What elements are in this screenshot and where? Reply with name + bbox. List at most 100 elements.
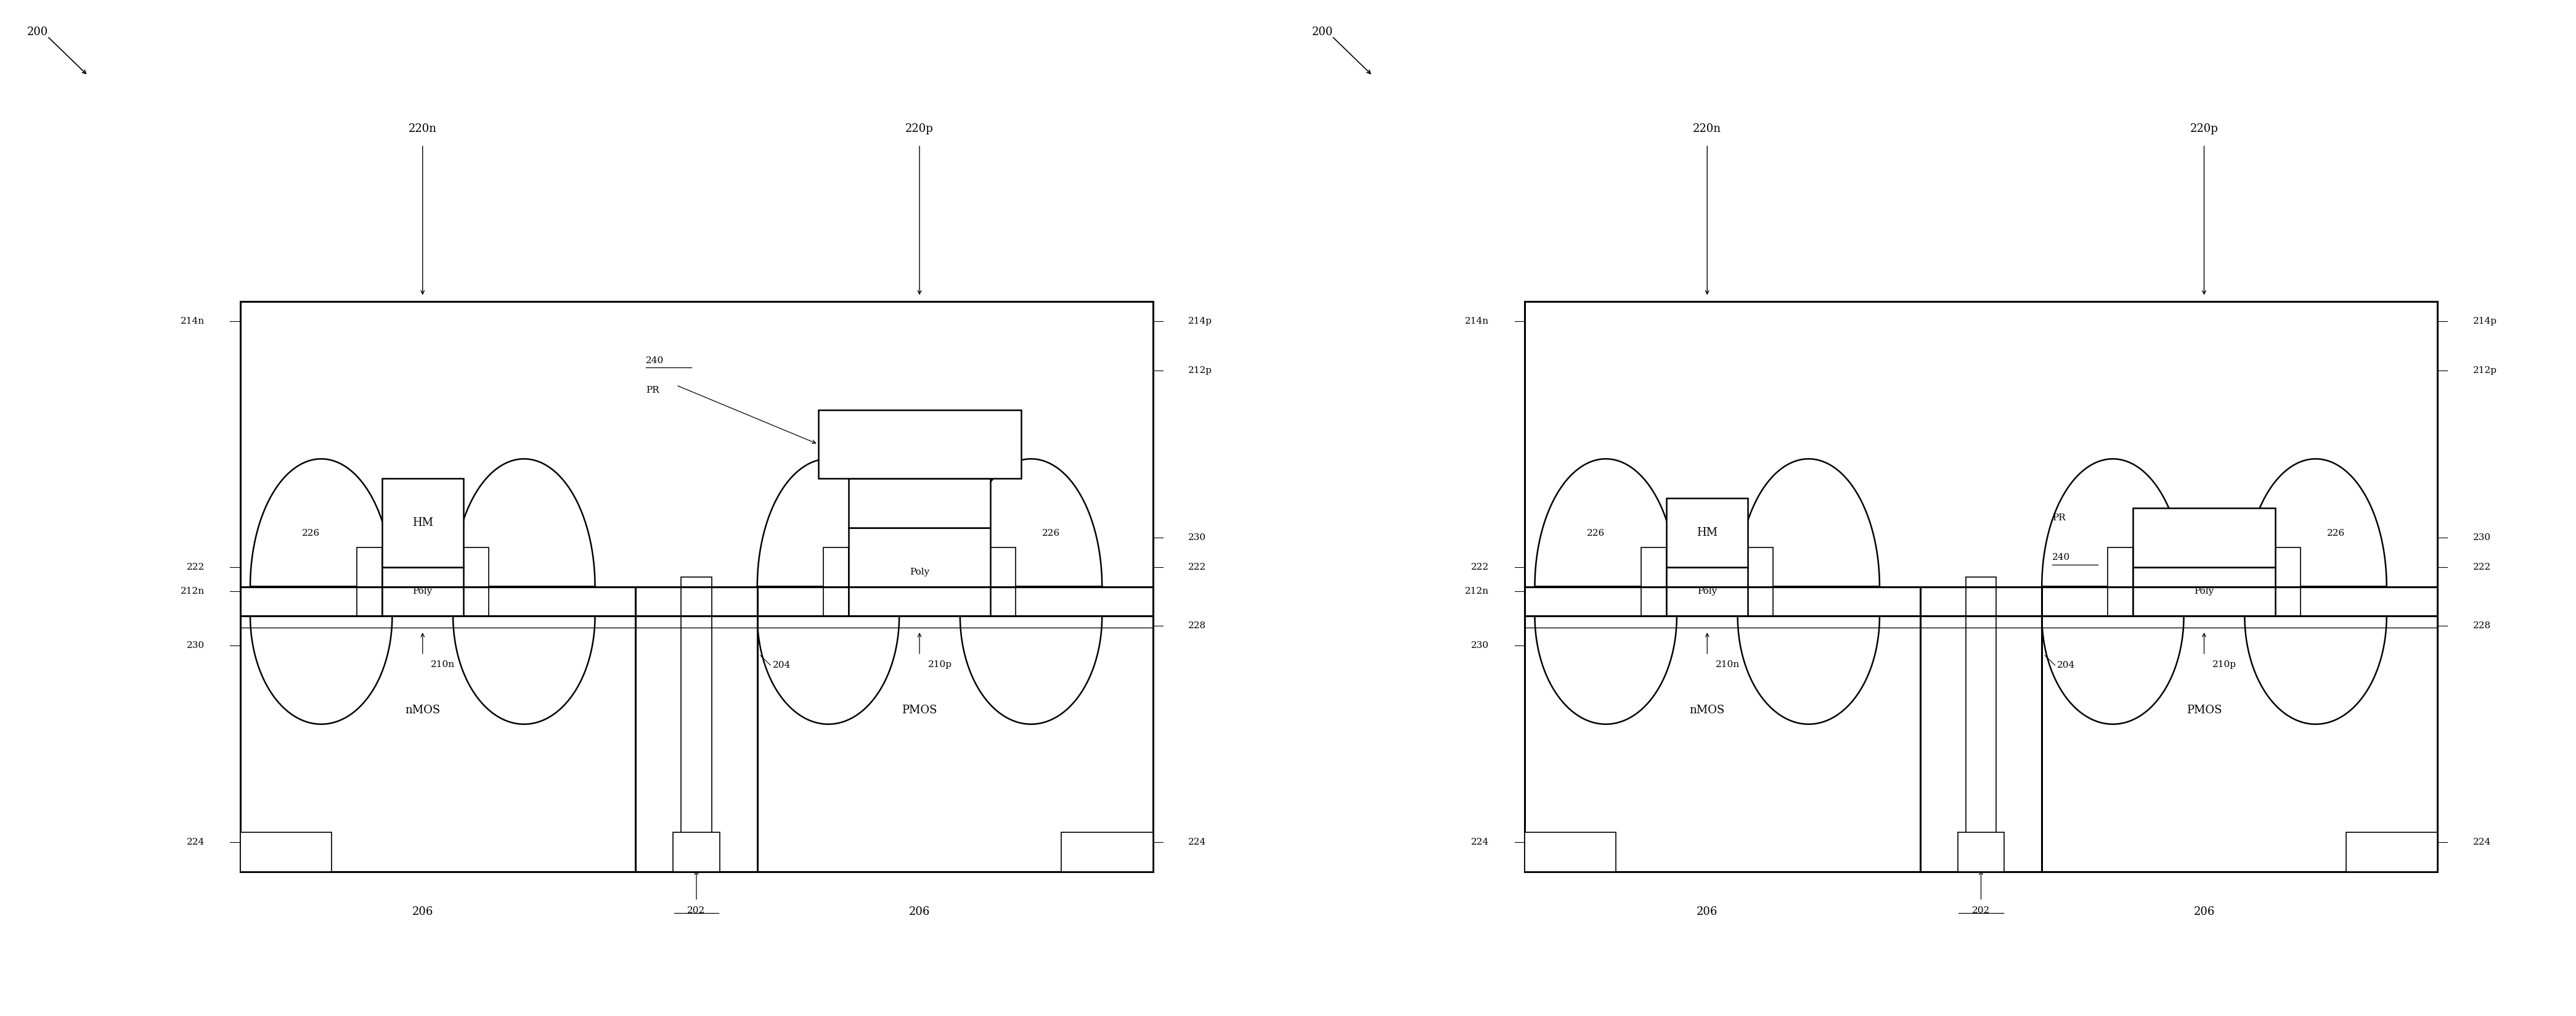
Bar xyxy=(2347,832,2437,872)
Text: 224: 224 xyxy=(2473,838,2491,846)
Text: 214p: 214p xyxy=(2473,317,2496,325)
Polygon shape xyxy=(250,616,392,724)
Polygon shape xyxy=(2043,459,2184,586)
Bar xyxy=(240,832,332,872)
Text: PR: PR xyxy=(647,386,659,394)
Text: 214n: 214n xyxy=(180,317,204,325)
Text: nMOS: nMOS xyxy=(1690,704,1726,715)
Text: 224: 224 xyxy=(1188,838,1206,846)
Text: 230: 230 xyxy=(1188,533,1206,542)
Polygon shape xyxy=(453,459,595,586)
Bar xyxy=(1667,498,1747,567)
Text: 204: 204 xyxy=(773,660,791,670)
Text: 230: 230 xyxy=(2473,533,2491,542)
Text: 210n: 210n xyxy=(430,660,456,669)
Text: 210p: 210p xyxy=(2213,660,2236,669)
Polygon shape xyxy=(1739,616,1880,724)
Polygon shape xyxy=(250,459,392,586)
Text: 220p: 220p xyxy=(2190,124,2218,134)
Bar xyxy=(1919,586,2043,872)
Text: 230: 230 xyxy=(185,641,204,650)
Bar xyxy=(381,479,464,567)
Bar xyxy=(824,548,848,616)
Bar xyxy=(680,577,711,872)
Polygon shape xyxy=(453,616,595,724)
Text: PR: PR xyxy=(2053,513,2066,522)
Text: 206: 206 xyxy=(2195,906,2215,917)
Bar xyxy=(1747,548,1772,616)
Text: 222: 222 xyxy=(1471,563,1489,571)
Text: Poly: Poly xyxy=(1698,587,1718,595)
Text: 222: 222 xyxy=(2473,563,2491,571)
Bar xyxy=(848,527,992,616)
Text: 210n: 210n xyxy=(1716,660,1739,669)
Text: Poly: Poly xyxy=(412,587,433,595)
Text: 220n: 220n xyxy=(410,124,438,134)
Text: 220p: 220p xyxy=(904,124,933,134)
Bar xyxy=(1525,302,2437,872)
Polygon shape xyxy=(2043,616,2184,724)
Text: nMOS: nMOS xyxy=(404,704,440,715)
Polygon shape xyxy=(961,459,1103,586)
Bar xyxy=(355,548,381,616)
Bar xyxy=(240,302,1151,872)
Text: 226: 226 xyxy=(1587,529,1605,537)
Text: HM: HM xyxy=(412,517,433,528)
Bar xyxy=(2107,548,2133,616)
Text: Poly: Poly xyxy=(2195,587,2213,595)
Polygon shape xyxy=(2244,459,2385,586)
Polygon shape xyxy=(757,616,899,724)
Polygon shape xyxy=(1739,459,1880,586)
Polygon shape xyxy=(757,459,899,586)
Text: 220n: 220n xyxy=(1692,124,1721,134)
Text: 206: 206 xyxy=(909,906,930,917)
Text: 226: 226 xyxy=(1043,529,1061,537)
Bar xyxy=(1641,548,1667,616)
Text: 224: 224 xyxy=(1471,838,1489,846)
Text: 202: 202 xyxy=(1973,906,1991,914)
Text: 222: 222 xyxy=(185,563,204,571)
Text: 226: 226 xyxy=(2326,529,2344,537)
Bar xyxy=(848,479,992,527)
Bar xyxy=(1061,832,1151,872)
Text: 214p: 214p xyxy=(1188,317,1213,325)
Text: 200: 200 xyxy=(28,26,49,38)
Bar xyxy=(2133,567,2275,616)
Polygon shape xyxy=(1535,616,1677,724)
Bar xyxy=(2275,548,2300,616)
Text: 204: 204 xyxy=(2058,660,2076,670)
Bar xyxy=(1958,832,2004,872)
Text: Poly: Poly xyxy=(909,568,930,576)
Polygon shape xyxy=(961,616,1103,724)
Text: 212p: 212p xyxy=(2473,366,2496,375)
Bar xyxy=(819,409,1020,479)
Bar xyxy=(2133,508,2275,567)
Text: 224: 224 xyxy=(185,838,204,846)
Text: PMOS: PMOS xyxy=(2187,704,2223,715)
Text: 202: 202 xyxy=(688,906,706,914)
Bar xyxy=(992,548,1015,616)
Text: 214n: 214n xyxy=(1466,317,1489,325)
Text: 226: 226 xyxy=(301,529,319,537)
Text: 212n: 212n xyxy=(1466,587,1489,595)
Text: 212p: 212p xyxy=(1188,366,1213,375)
Bar xyxy=(1667,567,1747,616)
Bar xyxy=(1965,577,1996,872)
Bar xyxy=(636,586,757,872)
Text: 240: 240 xyxy=(2053,553,2071,562)
Text: 210p: 210p xyxy=(927,660,951,669)
Text: 212n: 212n xyxy=(180,587,204,595)
Bar xyxy=(1525,832,1615,872)
Polygon shape xyxy=(1535,459,1677,586)
Text: 206: 206 xyxy=(1698,906,1718,917)
Text: 206: 206 xyxy=(412,906,433,917)
Text: 240: 240 xyxy=(647,357,665,365)
Text: 228: 228 xyxy=(1188,622,1206,630)
Bar xyxy=(672,832,719,872)
Text: 200: 200 xyxy=(1311,26,1332,38)
Bar xyxy=(381,567,464,616)
Text: 222: 222 xyxy=(1188,563,1206,571)
Bar xyxy=(464,548,489,616)
Text: HM: HM xyxy=(1698,527,1718,538)
Text: PMOS: PMOS xyxy=(902,704,938,715)
